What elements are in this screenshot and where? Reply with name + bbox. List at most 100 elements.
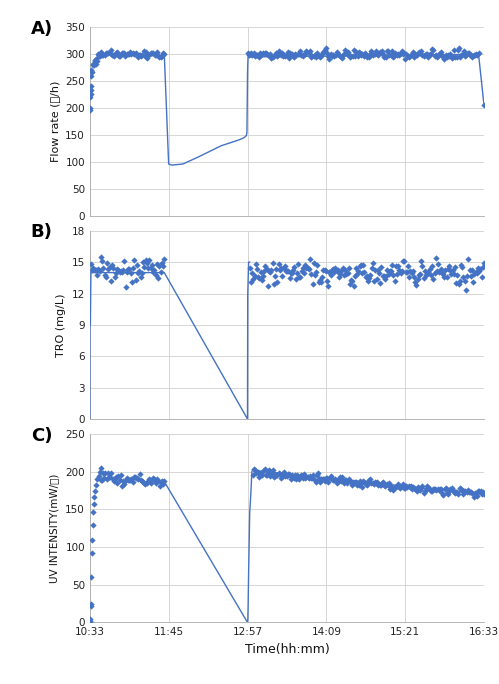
Point <box>465 486 473 497</box>
Point <box>142 254 150 265</box>
Point <box>92 479 100 490</box>
Point <box>308 50 316 61</box>
Point <box>398 265 406 276</box>
Point <box>343 268 351 279</box>
Point <box>263 469 271 480</box>
Point <box>480 258 488 269</box>
Point <box>393 481 401 492</box>
Point <box>271 48 279 59</box>
Point <box>477 486 485 497</box>
Point <box>473 490 481 501</box>
Point <box>460 486 468 497</box>
Point <box>295 473 303 484</box>
Point <box>414 481 422 492</box>
Point <box>475 265 483 276</box>
Point <box>109 50 117 61</box>
Point <box>450 44 458 55</box>
Point <box>87 601 95 611</box>
Point <box>259 466 267 477</box>
Point <box>467 270 475 281</box>
Point <box>123 49 131 60</box>
Point <box>467 49 475 60</box>
Point <box>356 261 364 272</box>
Point <box>266 267 274 278</box>
Point <box>447 484 455 495</box>
Point <box>310 258 318 269</box>
Point <box>264 280 272 291</box>
Point <box>317 276 325 287</box>
Point <box>444 489 452 500</box>
Point <box>120 478 128 489</box>
Point <box>140 261 148 272</box>
Point <box>90 499 98 510</box>
Point <box>284 469 292 479</box>
Point <box>417 483 425 494</box>
Point <box>427 49 435 60</box>
Point <box>89 60 97 70</box>
Point <box>471 488 479 499</box>
Point <box>116 267 124 278</box>
Point <box>247 276 255 287</box>
Point <box>416 48 424 59</box>
Point <box>409 265 417 276</box>
Point <box>257 50 265 61</box>
Y-axis label: TRO (mg/L): TRO (mg/L) <box>56 293 66 356</box>
Point <box>375 268 383 279</box>
Point <box>274 50 282 61</box>
Point <box>159 48 167 59</box>
Point <box>361 48 369 59</box>
Point <box>131 472 139 483</box>
Point <box>471 49 479 60</box>
Point <box>284 265 292 276</box>
Point <box>417 256 425 267</box>
Point <box>385 268 393 279</box>
Point <box>121 476 129 487</box>
Point <box>478 488 486 499</box>
Point <box>345 263 353 274</box>
Point <box>449 485 457 496</box>
Point <box>116 475 124 486</box>
Point <box>459 48 467 59</box>
Point <box>293 49 301 60</box>
Point <box>100 473 108 484</box>
Point <box>405 51 413 62</box>
Point <box>333 266 341 277</box>
Point <box>412 484 420 495</box>
Point <box>469 487 477 498</box>
Point <box>150 473 158 484</box>
Point <box>367 477 375 488</box>
Point <box>350 44 358 55</box>
Point <box>416 484 424 495</box>
Point <box>88 534 96 545</box>
Point <box>462 284 470 295</box>
Point <box>480 100 488 111</box>
Point <box>103 258 111 269</box>
Point <box>409 482 417 493</box>
Point <box>160 475 168 486</box>
Point <box>308 278 316 289</box>
Point <box>277 262 285 273</box>
Point <box>248 267 256 278</box>
Point <box>326 473 334 484</box>
Point <box>387 50 395 61</box>
Point <box>355 479 363 490</box>
Point <box>337 266 345 277</box>
Point <box>280 49 288 60</box>
Point <box>343 477 351 488</box>
Point <box>124 49 132 60</box>
Point <box>313 260 321 271</box>
Point <box>440 489 448 500</box>
Point <box>443 51 451 62</box>
Point <box>96 466 104 477</box>
Point <box>368 49 376 60</box>
Point <box>329 263 337 274</box>
Point <box>125 263 133 274</box>
Point <box>125 49 133 60</box>
Point <box>312 52 320 63</box>
Point <box>246 49 254 60</box>
Point <box>160 49 168 60</box>
Point <box>297 266 305 277</box>
Point <box>96 50 104 61</box>
Point <box>119 475 127 486</box>
Point <box>87 70 95 81</box>
